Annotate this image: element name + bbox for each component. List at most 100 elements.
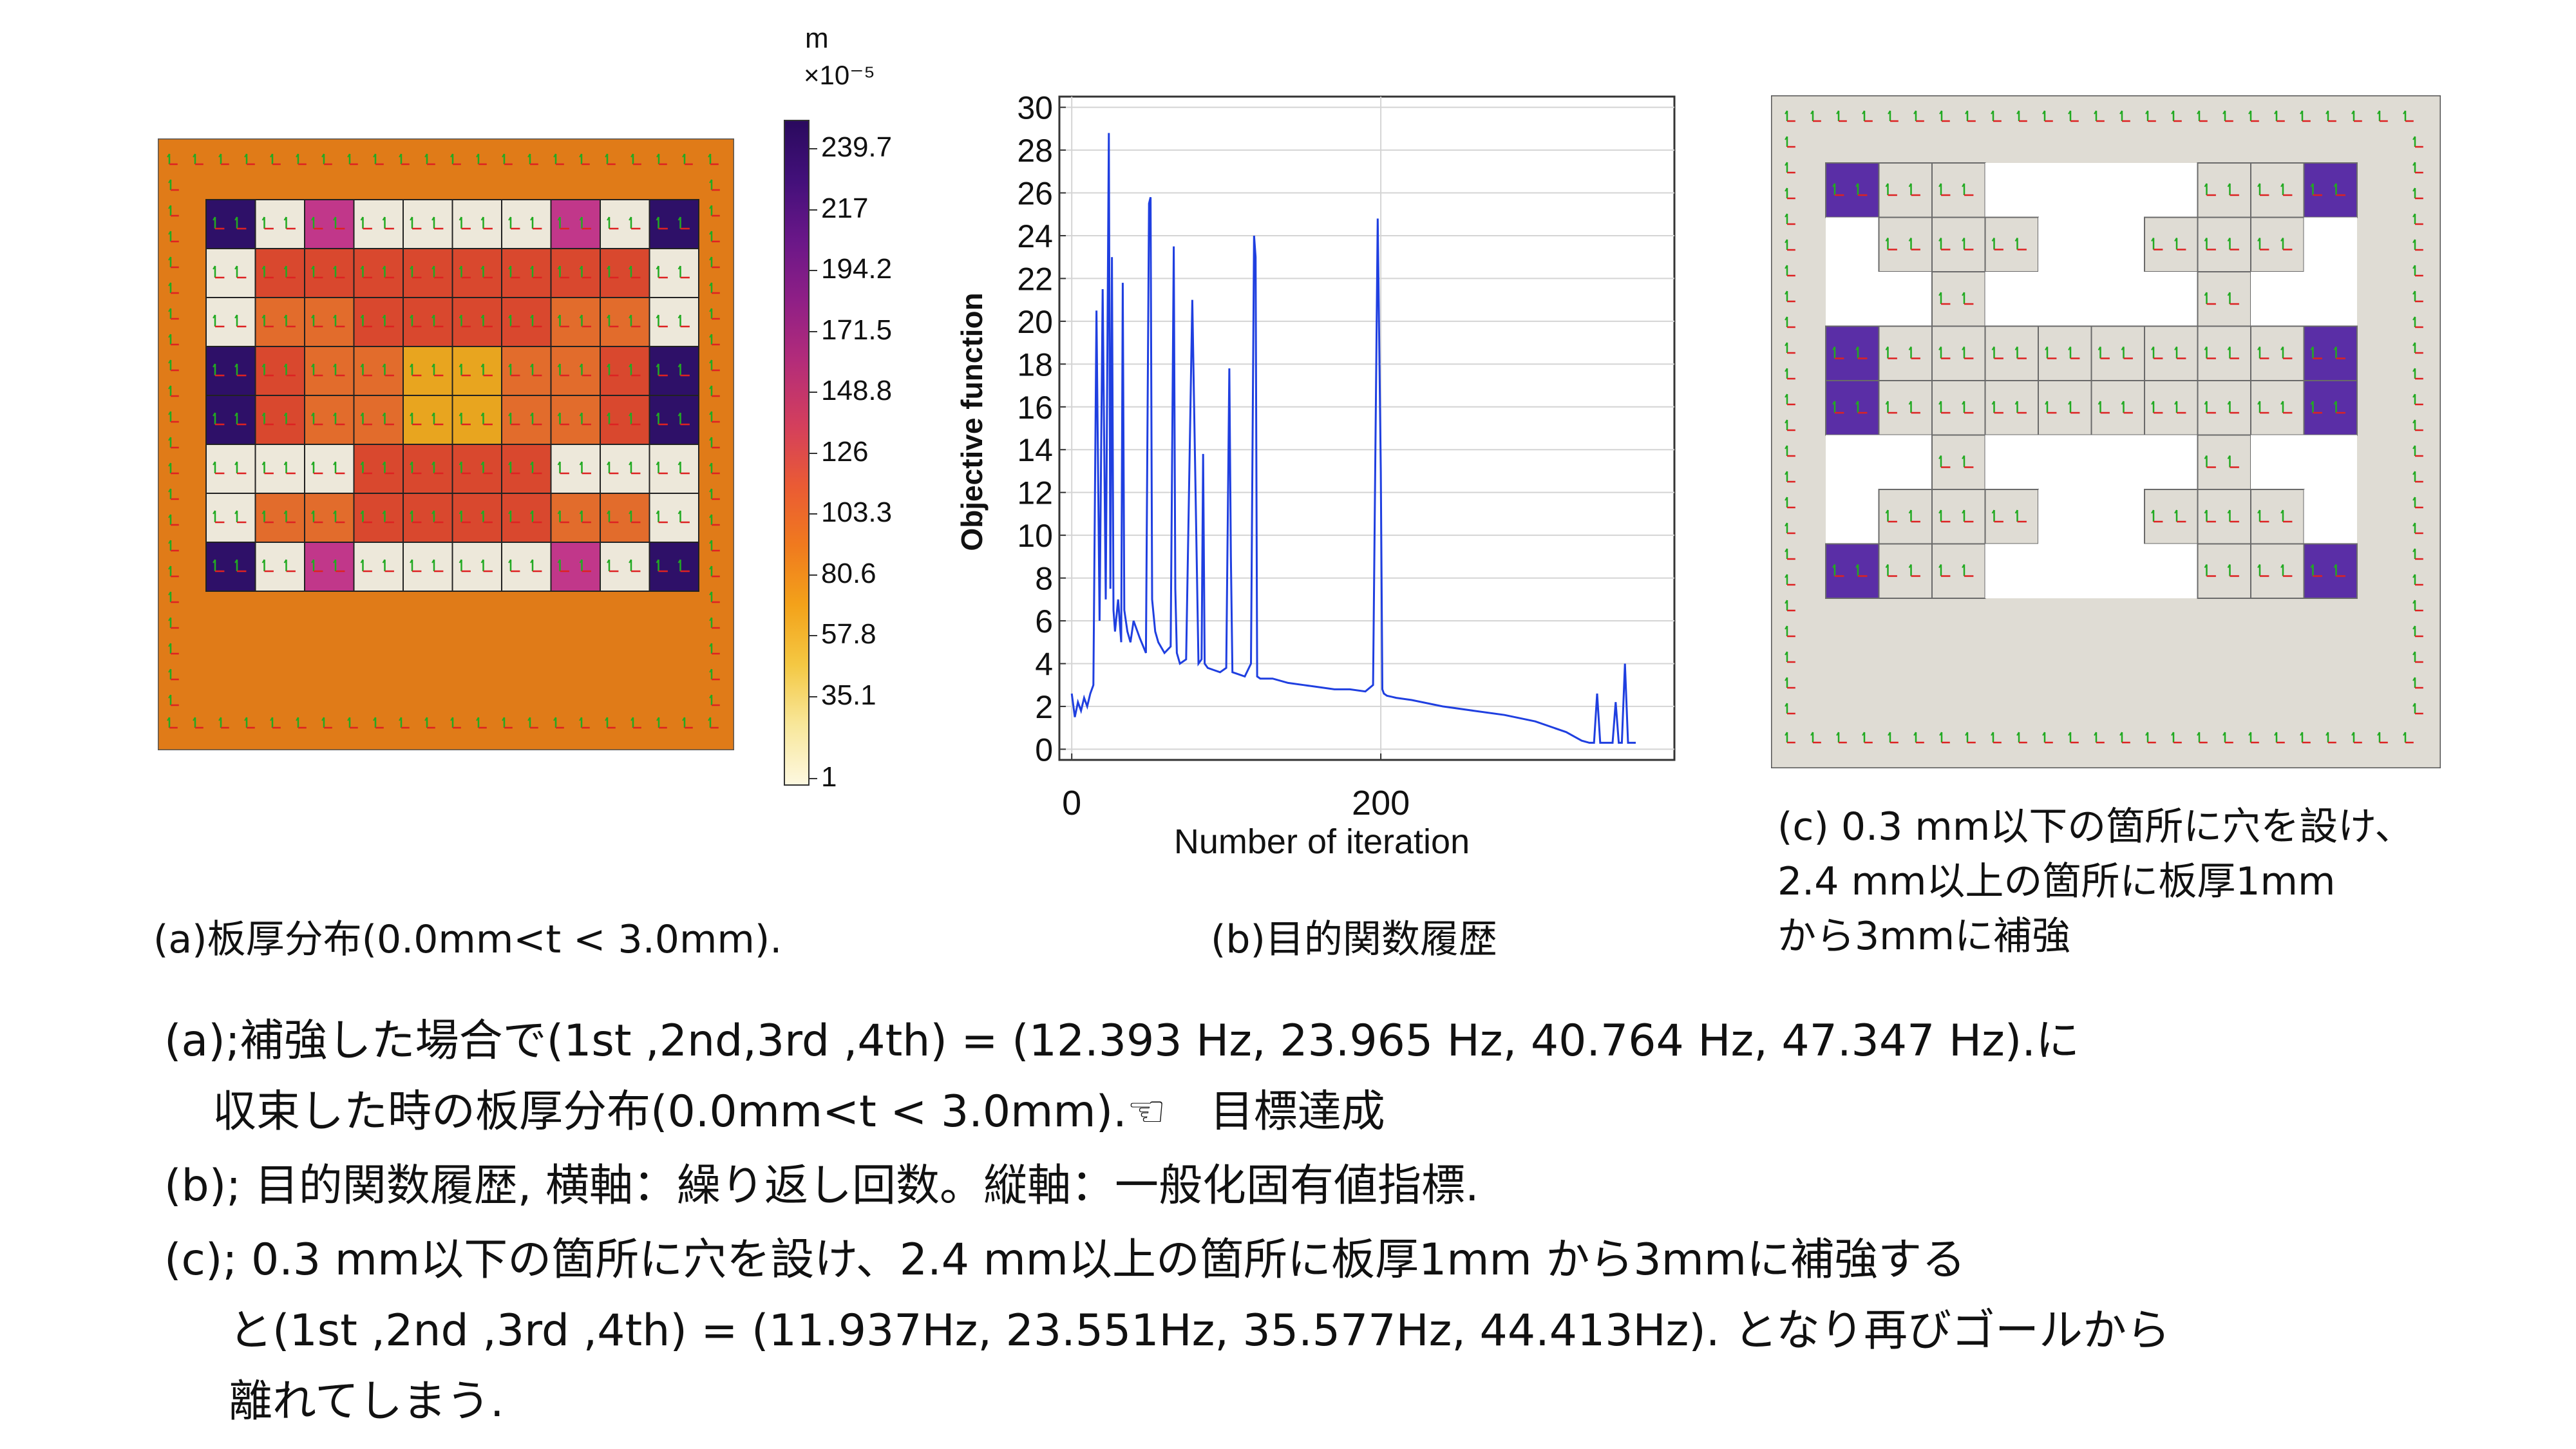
body-line-5: と(1st ,2nd ,3rd ,4th) = (11.937Hz, 23.55… xyxy=(229,1305,2171,1356)
thickness-cell xyxy=(501,297,552,347)
thickness-cell xyxy=(649,346,699,396)
thickness-cell xyxy=(304,493,355,543)
thickness-cell xyxy=(254,297,305,347)
y-tick-label: 16 xyxy=(1017,390,1053,426)
thickness-cell xyxy=(649,542,699,592)
reinforced-layout-plot xyxy=(1770,94,2442,770)
thickness-cell xyxy=(304,444,355,494)
panel-c-caption-line-3: から3mmに補強 xyxy=(1777,914,2071,959)
layout-cell xyxy=(1985,544,2038,598)
colorbar-tick-mark xyxy=(808,635,817,636)
layout-cell xyxy=(1878,380,1933,436)
thickness-cell xyxy=(353,346,404,396)
thickness-cell xyxy=(600,444,650,494)
colorbar-tick-label: 148.8 xyxy=(821,375,893,406)
layout-cell xyxy=(2197,271,2251,327)
layout-cell xyxy=(1931,271,1986,327)
panel-b-caption: (b)目的関数履歴 xyxy=(1211,917,1497,962)
y-tick-label: 8 xyxy=(1035,561,1053,597)
colorbar-tick-mark xyxy=(808,270,817,271)
layout-cell xyxy=(1825,543,1880,599)
layout-cell xyxy=(1931,216,1986,272)
thickness-cell xyxy=(205,297,256,347)
thickness-cell xyxy=(402,297,453,347)
panel-c-caption-line-2: 2.4 mm以上の箇所に板厚1mm xyxy=(1777,859,2336,904)
layout-cell xyxy=(2038,435,2092,489)
layout-cell xyxy=(2091,272,2145,327)
colorbar-tick-label: 80.6 xyxy=(821,557,876,589)
thickness-cells xyxy=(205,199,699,592)
layout-cell xyxy=(1931,543,1986,599)
colorbar-tick-label: 217 xyxy=(821,192,869,224)
layout-cell xyxy=(2091,217,2145,272)
x-axis-ticks: 0 200 xyxy=(1062,753,1410,822)
layout-cell xyxy=(1985,272,2038,327)
body-line-3: (b); 目的関数履歴, 横軸：繰り返し回数。縦軸：一般化固有値指標. xyxy=(164,1160,1479,1211)
layout-cell xyxy=(1825,380,1880,436)
colorbar-tick-mark xyxy=(808,148,817,149)
colorbar-tick-mark xyxy=(808,513,817,515)
thickness-cell xyxy=(600,493,650,543)
layout-cell xyxy=(1826,489,1879,544)
x-tick-label: 200 xyxy=(1352,784,1410,822)
thickness-cell xyxy=(205,199,256,249)
thickness-cell xyxy=(451,297,502,347)
thickness-cell xyxy=(600,248,650,298)
thickness-cell xyxy=(501,542,552,592)
thickness-cell xyxy=(501,248,552,298)
thickness-cell xyxy=(550,395,601,445)
layout-cell xyxy=(1825,162,1880,218)
thickness-cell xyxy=(304,395,355,445)
thickness-cell xyxy=(402,248,453,298)
layout-cell xyxy=(2251,272,2304,327)
layout-cell xyxy=(1878,162,1933,218)
layout-cell xyxy=(1931,380,1986,436)
thickness-cell xyxy=(205,444,256,494)
layout-cell xyxy=(2091,163,2145,218)
layout-cell xyxy=(2250,543,2305,599)
thickness-cell xyxy=(205,346,256,396)
layout-cell xyxy=(1879,272,1932,327)
mesh-arrows xyxy=(1785,110,2423,744)
thickness-cell xyxy=(501,346,552,396)
layout-cell xyxy=(2303,380,2358,436)
layout-cell xyxy=(1826,435,1879,489)
thickness-cell xyxy=(353,297,404,347)
layout-cell xyxy=(2251,435,2304,489)
thickness-cell xyxy=(451,199,502,249)
colorbar-scale: ×10⁻⁵ xyxy=(804,60,875,90)
y-tick-label: 28 xyxy=(1017,133,1053,169)
body-line-6: 離れてしまう. xyxy=(229,1376,504,1427)
layout-cell xyxy=(2250,162,2305,218)
y-tick-label: 10 xyxy=(1017,518,1053,554)
layout-cell xyxy=(1879,435,1932,489)
y-tick-label: 0 xyxy=(1035,732,1053,768)
layout-cell xyxy=(2197,489,2251,545)
thickness-cell xyxy=(353,395,404,445)
thickness-cell xyxy=(254,346,305,396)
y-tick-label: 20 xyxy=(1017,304,1053,340)
layout-cell xyxy=(1826,272,1879,327)
panel-b-objective-history: 0 2 4 6 8 10 12 14 16 18 20 22 24 26 28 30 0 200 Number of… xyxy=(953,77,1700,889)
layout-cell xyxy=(2090,325,2145,381)
layout-cell xyxy=(1984,216,2039,272)
thickness-cell xyxy=(254,444,305,494)
thickness-cell xyxy=(649,444,699,494)
layout-cell xyxy=(1985,435,2038,489)
layout-cell xyxy=(2303,162,2358,218)
y-tick-label: 18 xyxy=(1017,346,1053,383)
thickness-cell xyxy=(550,542,601,592)
colorbar-tick-mark xyxy=(808,452,817,454)
layout-cell xyxy=(1931,434,1986,490)
layout-cell xyxy=(2038,272,2092,327)
thickness-map-plot xyxy=(156,137,735,752)
colorbar-tick-label: 57.8 xyxy=(821,618,876,650)
layout-cells xyxy=(1825,162,2358,599)
thickness-cell xyxy=(402,395,453,445)
thickness-cell xyxy=(254,248,305,298)
layout-cell xyxy=(2304,272,2357,327)
layout-cell xyxy=(2091,435,2145,489)
layout-cell xyxy=(2197,325,2251,381)
y-tick-label: 12 xyxy=(1017,475,1053,511)
layout-cell xyxy=(1825,325,1880,381)
